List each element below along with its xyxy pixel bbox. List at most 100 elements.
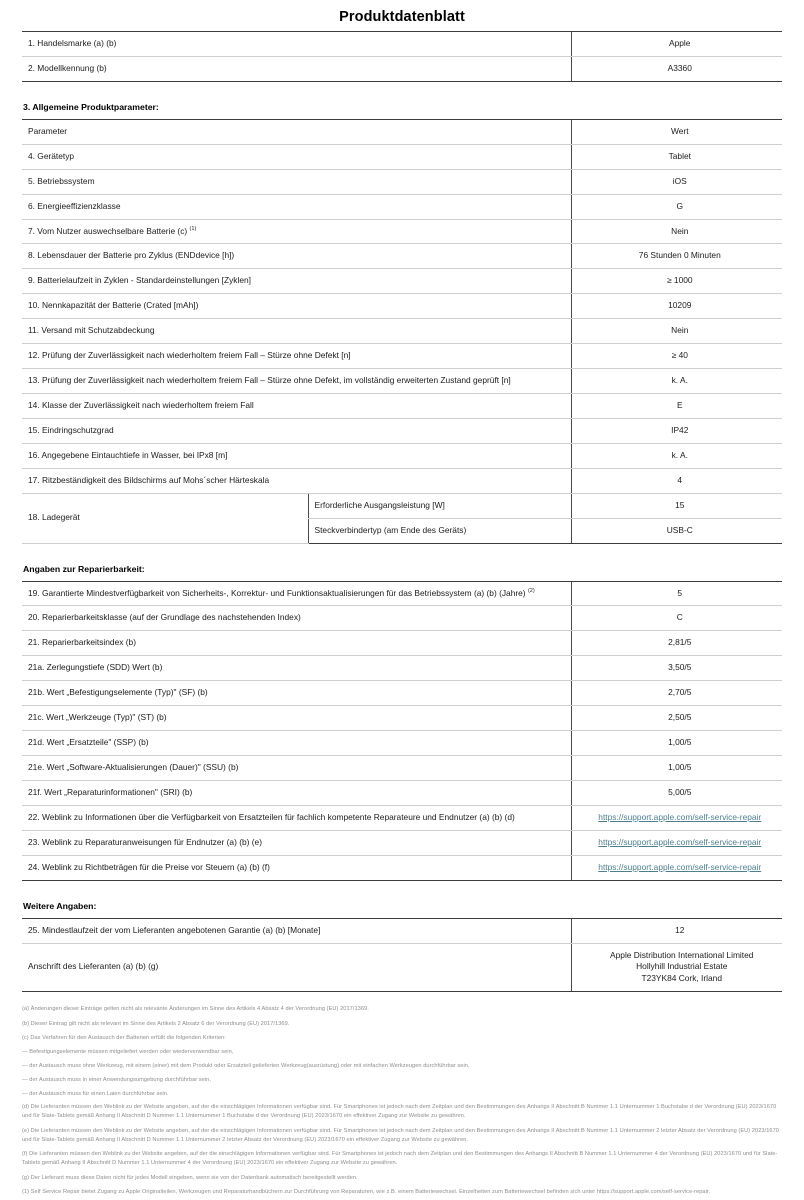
row-label: 21d. Wert „Ersatzteile" (SSP) (b)	[22, 730, 571, 756]
row-label: 1. Handelsmarke (a) (b)	[22, 31, 571, 57]
row-label: Anschrift des Lieferanten (a) (b) (g)	[22, 943, 571, 993]
table-row: 23. Weblink zu Reparaturanweisungen für …	[22, 830, 782, 856]
identification-table: 1. Handelsmarke (a) (b) Apple 2. Modellk…	[22, 31, 782, 82]
sub-row-label: Erforderliche Ausgangsleistung [W]	[307, 493, 572, 519]
row-value: A3360	[570, 56, 782, 82]
table-row: 21. Reparierbarkeitsindex (b) 2,81/5	[22, 630, 782, 657]
row-label: 10. Nennkapazität der Batterie (Crated […	[22, 293, 572, 320]
row-value: 12	[570, 917, 782, 944]
row-label-text: 7. Vom Nutzer auswechselbare Batterie (c…	[28, 225, 188, 236]
row-value: k. A.	[570, 368, 783, 394]
row-label: 7. Vom Nutzer auswechselbare Batterie (c…	[22, 219, 572, 245]
row-value: C	[570, 605, 782, 632]
row-label: 12. Prüfung der Zuverlässigkeit nach wie…	[22, 343, 572, 370]
row-value: IP42	[570, 418, 783, 444]
spare-parts-weblink[interactable]: https://support.apple.com/self-service-r…	[598, 811, 762, 822]
row-value: Apple	[570, 31, 782, 57]
row-label: 21c. Wert „Werkzeuge (Typ)" (ST) (b)	[22, 705, 571, 732]
row-value: Tablet	[570, 144, 783, 170]
row-value: iOS	[570, 169, 783, 195]
row-label: 25. Mindestlaufzeit der vom Lieferanten …	[22, 917, 571, 944]
table-row-warranty: 25. Mindestlaufzeit der vom Lieferanten …	[22, 917, 782, 944]
row-label: 13. Prüfung der Zuverlässigkeit nach wie…	[22, 368, 572, 394]
spacer	[22, 82, 782, 102]
general-parameters-table: Parameter Wert 4. Gerätetyp Tablet 5. Be…	[22, 118, 783, 544]
row-label-text: 19. Garantierte Mindestverfügbarkeit von…	[28, 587, 526, 598]
row-label: 2. Modellkennung (b)	[22, 56, 571, 82]
page-title: Produktdatenblatt	[339, 9, 465, 25]
further-details-table: 25. Mindestlaufzeit der vom Lieferanten …	[22, 917, 782, 993]
column-header-value: Wert	[570, 118, 783, 145]
row-value: 1,00/5	[570, 755, 782, 781]
footnote-f: (f) Die Lieferanten müssen den Weblink z…	[22, 1151, 778, 1167]
row-value: 10209	[570, 293, 783, 320]
footnote-marker: (1)	[189, 225, 197, 232]
footnote-c-bullet-1: — Befestigungselemente müssen mitgeliefe…	[22, 1049, 234, 1056]
table-row: 22. Weblink zu Informationen über die Ve…	[22, 805, 782, 831]
identification-tbody: 1. Handelsmarke (a) (b) Apple 2. Modellk…	[22, 31, 782, 82]
table-row: 21f. Wert „Reparaturinformationen" (SRI)…	[22, 780, 782, 806]
table-row: 21e. Wert „Software-Aktualisierungen (Da…	[22, 755, 782, 781]
table-row: 11. Versand mit Schutzabdeckung Nein	[22, 318, 783, 345]
footnote-c-bullet-2: — der Austausch muss ohne Werkzeug, mit …	[22, 1063, 470, 1070]
repair-instructions-weblink[interactable]: https://support.apple.com/self-service-r…	[598, 836, 762, 847]
table-row-supplier-address: Anschrift des Lieferanten (a) (b) (g) Ap…	[22, 943, 782, 993]
table-row: 15. Eindringschutzgrad IP42	[22, 418, 783, 444]
section-heading-general-parameters: 3. Allgemeine Produktparameter:	[23, 101, 159, 112]
footnote-c-bullet-4: — der Austausch muss für einen Laien dur…	[22, 1090, 169, 1097]
footnote-e: (e) Die Lieferanten müssen den Weblink z…	[22, 1127, 779, 1143]
footnote-c-bullet-3: — der Austausch muss in einer Anwendungs…	[22, 1076, 211, 1083]
table-row: 14. Klasse der Zuverlässigkeit nach wied…	[22, 393, 783, 419]
supplier-address-line-1: Apple Distribution International Limited	[610, 949, 754, 960]
footnote-1: (1) Self Service Repair bietet Zugang zu…	[22, 1189, 711, 1196]
row-value: 5	[570, 580, 782, 607]
table-row: 21c. Wert „Werkzeuge (Typ)" (ST) (b) 2,5…	[22, 705, 782, 732]
table-header-row: Parameter Wert	[22, 118, 783, 145]
footnote-a: (a) Änderungen dieser Einträge gelten ni…	[22, 1006, 369, 1013]
footnote-c: (c) Das Verfahren für den Austausch der …	[22, 1034, 226, 1041]
row-value: 4	[570, 468, 783, 494]
spacer	[22, 544, 782, 564]
table-row: 16. Angegebene Eintauchtiefe in Wasser, …	[22, 443, 783, 469]
column-header-parameter: Parameter	[22, 118, 572, 145]
indicative-prices-weblink[interactable]: https://support.apple.com/self-service-r…	[598, 861, 762, 872]
row-value: Nein	[570, 318, 783, 345]
row-value-link: https://support.apple.com/self-service-r…	[570, 805, 782, 831]
section-heading-further-details: Weitere Angaben:	[23, 900, 97, 911]
row-value: 2,70/5	[570, 680, 782, 707]
row-label: 21. Reparierbarkeitsindex (b)	[22, 630, 571, 657]
table-row: 13. Prüfung der Zuverlässigkeit nach wie…	[22, 368, 783, 394]
table-row: 7. Vom Nutzer auswechselbare Batterie (c…	[22, 219, 783, 245]
sub-row-value: USB-C	[570, 518, 783, 544]
row-label-charger: 18. Ladegerät	[22, 493, 308, 544]
row-value-link: https://support.apple.com/self-service-r…	[570, 855, 782, 881]
spacer	[22, 881, 782, 901]
repairability-tbody: 19. Garantierte Mindestverfügbarkeit von…	[22, 580, 782, 881]
row-label: 22. Weblink zu Informationen über die Ve…	[22, 805, 571, 831]
sub-row-value: 15	[570, 493, 783, 519]
table-row: 4. Gerätetyp Tablet	[22, 144, 783, 170]
row-label: 17. Ritzbeständigkeit des Bildschirms au…	[22, 468, 572, 494]
footnote-marker: (2)	[527, 587, 535, 594]
row-label: 16. Angegebene Eintauchtiefe in Wasser, …	[22, 443, 572, 469]
row-label: 6. Energieeffizienzklasse	[22, 194, 572, 220]
row-value: 2,50/5	[570, 705, 782, 732]
row-label: 4. Gerätetyp	[22, 144, 572, 170]
table-row: 24. Weblink zu Richtbeträgen für die Pre…	[22, 855, 782, 881]
row-label: 5. Betriebssystem	[22, 169, 572, 195]
row-value: 5,00/5	[570, 780, 782, 806]
row-value: E	[570, 393, 783, 419]
section-heading-repairability: Angaben zur Reparierbarkeit:	[23, 563, 145, 574]
table-row: 21b. Wert „Befestigungselemente (Typ)" (…	[22, 680, 782, 707]
row-label: 23. Weblink zu Reparaturanweisungen für …	[22, 830, 571, 856]
footnotes-block: (a) Änderungen dieser Einträge gelten ni…	[22, 1005, 782, 1200]
table-row: 17. Ritzbeständigkeit des Bildschirms au…	[22, 468, 783, 494]
general-parameters-tbody: Parameter Wert 4. Gerätetyp Tablet 5. Be…	[22, 118, 783, 544]
table-row-charger-connector: Steckverbindertyp (am Ende des Geräts) U…	[22, 518, 783, 544]
row-label: 21e. Wert „Software-Aktualisierungen (Da…	[22, 755, 571, 781]
row-label: 24. Weblink zu Richtbeträgen für die Pre…	[22, 855, 571, 881]
footnote-d: (d) Die Lieferanten müssen den Weblink z…	[22, 1104, 777, 1120]
table-row: 9. Batterielaufzeit in Zyklen - Standard…	[22, 268, 783, 295]
table-row: 19. Garantierte Mindestverfügbarkeit von…	[22, 580, 782, 607]
